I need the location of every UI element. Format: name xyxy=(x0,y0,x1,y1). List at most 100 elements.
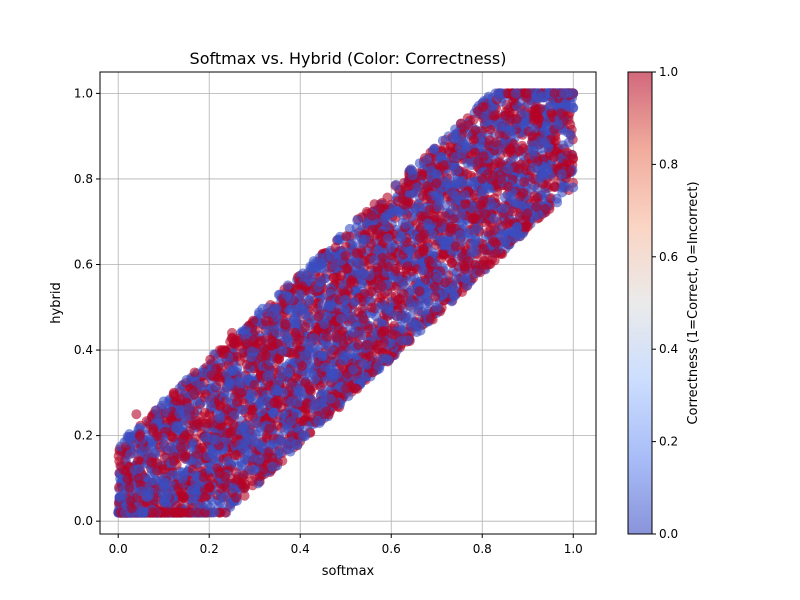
scatter-point xyxy=(236,457,247,468)
scatter-point xyxy=(223,456,234,467)
scatter-point xyxy=(456,118,466,129)
scatter-point xyxy=(400,219,411,229)
scatter-point xyxy=(340,294,351,305)
scatter-point xyxy=(377,252,388,263)
scatter-point xyxy=(403,181,414,192)
scatter-point xyxy=(369,255,380,266)
scatter-point xyxy=(317,351,328,362)
scatter-point xyxy=(411,182,422,193)
scatter-point xyxy=(290,327,301,338)
scatter-point xyxy=(314,252,325,263)
scatter-point xyxy=(313,311,324,322)
scatter-point xyxy=(353,340,364,351)
scatter-point xyxy=(151,465,162,476)
scatter-point xyxy=(351,222,362,233)
scatter-point xyxy=(322,311,333,322)
scatter-point xyxy=(318,388,329,399)
scatter-point xyxy=(142,492,153,503)
scatter-point xyxy=(308,400,319,411)
scatter-point xyxy=(549,181,560,192)
scatter-point xyxy=(184,402,195,413)
scatter-point xyxy=(224,381,235,392)
scatter-point xyxy=(504,107,515,118)
scatter-point xyxy=(146,442,156,453)
scatter-point xyxy=(440,211,451,222)
scatter-point xyxy=(392,311,402,322)
scatter-point xyxy=(539,126,550,137)
scatter-point xyxy=(146,475,157,486)
scatter-point xyxy=(286,416,297,427)
scatter-point xyxy=(328,272,339,283)
scatter-point xyxy=(456,209,467,220)
scatter-point xyxy=(385,243,396,254)
scatter-point xyxy=(282,333,293,344)
scatter-point xyxy=(238,470,249,480)
scatter-point xyxy=(277,345,288,356)
scatter-point xyxy=(166,443,177,454)
scatter-point xyxy=(189,367,200,378)
scatter-point xyxy=(383,261,394,272)
scatter-point xyxy=(197,442,208,453)
scatter-point xyxy=(338,339,349,350)
scatter-point xyxy=(485,124,496,135)
scatter-point xyxy=(262,370,273,381)
scatter-point xyxy=(561,157,572,168)
scatter-point xyxy=(366,286,377,297)
scatter-points xyxy=(113,88,579,518)
scatter-point xyxy=(246,395,257,406)
scatter-point xyxy=(436,248,447,259)
scatter-point xyxy=(528,145,539,156)
scatter-point xyxy=(450,152,461,163)
scatter-point xyxy=(276,447,286,458)
scatter-point xyxy=(235,387,246,398)
scatter-point xyxy=(437,135,448,146)
scatter-point xyxy=(404,189,415,199)
scatter-point xyxy=(471,236,482,247)
scatter-point xyxy=(480,209,491,220)
scatter-point xyxy=(283,367,294,378)
scatter-point xyxy=(316,262,326,273)
scatter-point xyxy=(563,137,574,148)
scatter-point xyxy=(371,311,382,322)
scatter-point xyxy=(232,336,243,347)
scatter-point xyxy=(498,203,509,214)
scatter-point xyxy=(532,192,543,203)
scatter-point xyxy=(424,204,435,215)
scatter-point xyxy=(199,407,210,418)
scatter-point xyxy=(168,455,179,466)
scatter-point xyxy=(239,490,250,501)
scatter-point xyxy=(520,160,531,171)
scatter-point xyxy=(560,98,571,109)
scatter-point xyxy=(180,449,191,460)
scatter-point xyxy=(379,337,389,348)
scatter-point xyxy=(248,315,259,326)
scatter-point xyxy=(495,174,506,185)
scatter-point xyxy=(114,456,125,467)
scatter-point xyxy=(362,339,373,350)
scatter-point xyxy=(309,374,320,385)
scatter-point xyxy=(325,393,336,404)
scatter-point xyxy=(159,452,170,463)
scatter-point xyxy=(562,147,573,158)
scatter-point xyxy=(309,333,320,343)
scatter-point xyxy=(325,365,336,376)
scatter-point xyxy=(471,223,482,234)
scatter-point xyxy=(463,227,474,238)
scatter-point xyxy=(462,157,473,168)
scatter-point xyxy=(229,450,240,461)
scatter-point xyxy=(415,232,425,243)
scatter-point xyxy=(477,185,488,196)
scatter-point xyxy=(450,241,461,252)
scatter-point xyxy=(540,188,551,198)
scatter-point xyxy=(432,202,443,212)
scatter-point xyxy=(417,170,428,181)
scatter-point xyxy=(272,420,283,431)
scatter-point xyxy=(297,360,308,371)
scatter-point xyxy=(250,326,261,336)
scatter-point xyxy=(502,164,513,175)
scatter-point xyxy=(375,293,386,303)
scatter-point xyxy=(264,423,275,434)
scatter-point xyxy=(396,232,407,243)
scatter-point xyxy=(285,446,296,457)
